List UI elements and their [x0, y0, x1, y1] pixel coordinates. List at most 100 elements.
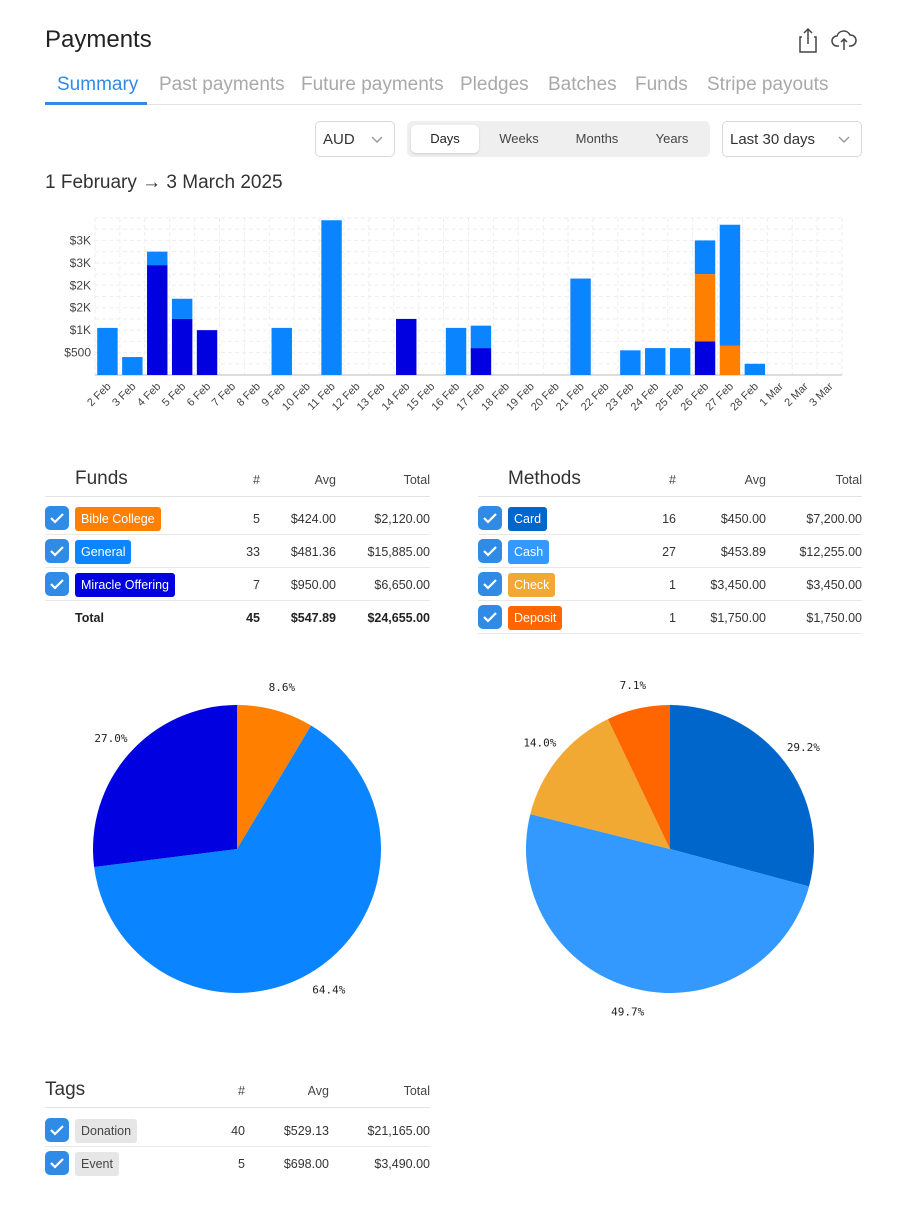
fund-total: $6,650.00 [374, 578, 430, 592]
funds-header-avg: Avg [314, 473, 336, 487]
method-checkbox-cash[interactable] [478, 539, 502, 563]
currency-select[interactable]: AUD [315, 121, 395, 157]
check-icon [50, 513, 64, 524]
method-avg: $3,450.00 [710, 578, 766, 592]
pie-slice[interactable] [670, 705, 814, 887]
method-avg: $1,750.00 [710, 611, 766, 625]
tags-table-header: Tags # Avg Total [45, 1074, 430, 1108]
tag-checkbox-donation[interactable] [45, 1118, 69, 1142]
tab-batches[interactable]: Batches [548, 74, 617, 95]
period-months[interactable]: Months [575, 131, 619, 146]
bar-segment[interactable] [171, 318, 193, 375]
tag-avg: $698.00 [283, 1157, 329, 1171]
bar-segment[interactable] [171, 298, 193, 319]
method-chip-deposit: Deposit [508, 606, 563, 630]
tags-table: Tags # Avg Total Donation 40 $529.13 $21… [45, 1074, 430, 1184]
cloud-upload-icon[interactable] [830, 26, 858, 54]
funds-header-count: # [253, 473, 260, 487]
fund-row-bible-college: Bible College 5 $424.00 $2,120.00 [45, 502, 430, 535]
bar-segment[interactable] [470, 325, 492, 349]
period-weeks[interactable]: Weeks [499, 131, 539, 146]
period-days[interactable]: Days [411, 125, 479, 153]
pie-slice[interactable] [94, 725, 381, 993]
tab-pledges[interactable]: Pledges [460, 74, 529, 95]
x-tick-label: 8 Feb [235, 381, 263, 409]
check-icon [50, 579, 64, 590]
bar-segment[interactable] [321, 220, 342, 375]
method-total: $3,450.00 [806, 578, 862, 592]
fund-chip-bible-college: Bible College [75, 507, 161, 531]
tab-stripe-payouts[interactable]: Stripe payouts [707, 74, 829, 95]
chevron-down-icon [838, 136, 850, 143]
bar-segment[interactable] [271, 327, 292, 375]
fund-checkbox-general[interactable] [45, 539, 69, 563]
check-icon [50, 546, 64, 557]
bar-segment[interactable] [694, 240, 716, 275]
method-row-card: Card 16 $450.00 $7,200.00 [478, 502, 862, 535]
bar-segment[interactable] [744, 363, 766, 375]
page-title: Payments [45, 26, 152, 53]
bar-segment[interactable] [147, 251, 168, 266]
bar-segment[interactable] [196, 330, 218, 375]
bar-segment[interactable] [694, 274, 716, 342]
period-years[interactable]: Years [655, 131, 689, 146]
fund-total: $2,120.00 [374, 512, 430, 526]
pie-slice[interactable] [607, 705, 670, 849]
bar-segment[interactable] [719, 224, 741, 346]
fund-chip-miracle-offering: Miracle Offering [75, 573, 175, 597]
tab-past-payments[interactable]: Past payments [159, 74, 285, 95]
tag-checkbox-event[interactable] [45, 1151, 69, 1175]
x-tick-label: 2 Feb [85, 381, 113, 409]
y-tick-label: $2K [70, 301, 91, 315]
tag-avg: $529.13 [283, 1124, 329, 1138]
bar-segment[interactable] [470, 348, 492, 375]
tag-chip-event: Event [75, 1152, 119, 1176]
method-total: $12,255.00 [799, 545, 862, 559]
bar-segment[interactable] [147, 265, 168, 375]
bar-segment[interactable] [396, 318, 417, 375]
x-tick-label: 3 Feb [110, 381, 138, 409]
tag-total: $21,165.00 [367, 1124, 430, 1138]
fund-count: 7 [253, 578, 260, 592]
y-tick-label: $3K [70, 256, 91, 270]
funds-table-header: Funds # Avg Total [45, 463, 430, 497]
tab-future-payments[interactable]: Future payments [301, 74, 444, 95]
pie-slice[interactable] [530, 719, 670, 849]
funds-header-total: Total [403, 473, 430, 487]
funds-title: Funds [75, 468, 128, 489]
fund-checkbox-bible-college[interactable] [45, 506, 69, 530]
tab-funds[interactable]: Funds [635, 74, 688, 95]
tag-row-donation: Donation 40 $529.13 $21,165.00 [45, 1114, 430, 1147]
bar-segment[interactable] [694, 341, 716, 375]
x-tick-label: 4 Feb [135, 381, 163, 409]
tab-summary[interactable]: Summary [57, 74, 139, 95]
funds-pie-chart: 8.6% 64.4% 27.0% [93, 681, 381, 997]
share-icon[interactable] [794, 26, 822, 54]
bar-segment[interactable] [122, 357, 143, 375]
bar-segment[interactable] [445, 327, 467, 375]
bar-segment[interactable] [669, 348, 691, 375]
bar-segment[interactable] [97, 327, 118, 375]
bar-segment[interactable] [570, 278, 591, 375]
fund-checkbox-miracle-offering[interactable] [45, 572, 69, 596]
bar-segment[interactable] [620, 350, 641, 375]
fund-row-miracle-offering: Miracle Offering 7 $950.00 $6,650.00 [45, 568, 430, 601]
x-tick-label: 6 Feb [185, 381, 213, 409]
pie-slice[interactable] [93, 705, 237, 868]
bar-segment[interactable] [645, 348, 666, 375]
method-checkbox-check[interactable] [478, 572, 502, 596]
pie-slice-label: 27.0% [94, 732, 127, 745]
date-range-select[interactable]: Last 30 days [722, 121, 862, 157]
method-checkbox-deposit[interactable] [478, 605, 502, 629]
bar-segment[interactable] [719, 345, 741, 375]
check-icon [483, 612, 497, 623]
pie-slice[interactable] [237, 705, 312, 849]
tags-header-total: Total [403, 1084, 430, 1098]
x-tick-label: 2 Mar [782, 380, 811, 409]
method-row-deposit: Deposit 1 $1,750.00 $1,750.00 [478, 601, 862, 634]
funds-total-row: Total 45 $547.89 $24,655.00 [45, 601, 430, 634]
methods-header-total: Total [835, 473, 862, 487]
method-checkbox-card[interactable] [478, 506, 502, 530]
methods-title: Methods [508, 468, 581, 489]
pie-slice[interactable] [525, 814, 810, 994]
